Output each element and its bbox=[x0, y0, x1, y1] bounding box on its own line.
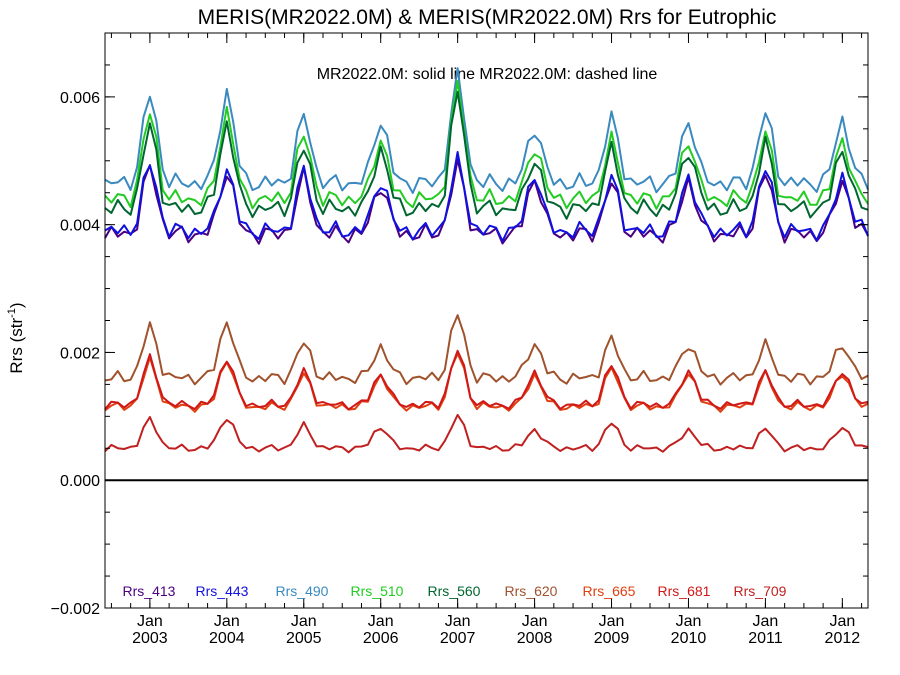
y-tick-label: 0.006 bbox=[60, 90, 100, 107]
y-tick-label: 0.002 bbox=[60, 345, 100, 362]
x-tick-label-month: Jan bbox=[368, 613, 394, 630]
plot-series-group bbox=[104, 67, 869, 454]
x-tick-label-month: Jan bbox=[676, 613, 702, 630]
x-tick-label-year: 2004 bbox=[209, 630, 245, 647]
x-axis: Jan2003Jan2004Jan2005Jan2006Jan2007Jan20… bbox=[110, 33, 863, 647]
series-line-rrs-510 bbox=[104, 80, 869, 210]
legend-item-rrs-620: Rrs_620 bbox=[505, 583, 558, 599]
x-tick-label-month: Jan bbox=[214, 613, 240, 630]
x-tick-label-month: Jan bbox=[522, 613, 548, 630]
legend: Rrs_413 Rrs_443 Rrs_490 Rrs_510 Rrs_560 Rrs_6… bbox=[123, 583, 787, 599]
y-tick-label: −0.002 bbox=[51, 601, 100, 618]
x-tick-label-month: Jan bbox=[753, 613, 779, 630]
legend-item-rrs-709: Rrs_709 bbox=[734, 583, 787, 599]
x-tick-label-year: 2005 bbox=[286, 630, 322, 647]
legend-item-rrs-443: Rrs_443 bbox=[196, 583, 249, 599]
x-tick-label-month: Jan bbox=[445, 613, 471, 630]
legend-item-rrs-560: Rrs_560 bbox=[428, 583, 481, 599]
y-tick-label: 0.004 bbox=[60, 218, 100, 235]
legend-item-rrs-413: Rrs_413 bbox=[123, 583, 176, 599]
legend-item-rrs-665: Rrs_665 bbox=[583, 583, 636, 599]
x-tick-label-year: 2003 bbox=[132, 630, 168, 647]
series-line-rrs-709 bbox=[104, 413, 869, 454]
x-tick-label-year: 2010 bbox=[671, 630, 707, 647]
series-line-rrs-560 bbox=[104, 90, 869, 220]
x-tick-label-year: 2011 bbox=[748, 630, 783, 647]
x-tick-label-year: 2007 bbox=[440, 630, 476, 647]
x-tick-label-month: Jan bbox=[599, 613, 625, 630]
y-axis-label: Rrs (str-1) bbox=[6, 302, 26, 373]
legend-item-rrs-490: Rrs_490 bbox=[276, 583, 329, 599]
series-line-rrs-490 bbox=[104, 67, 869, 194]
plot-frame bbox=[104, 32, 869, 609]
series-line-rrs-681 bbox=[104, 349, 869, 411]
chart-title: MERIS(MR2022.0M) & MERIS(MR2022.0M) Rrs … bbox=[198, 6, 777, 29]
x-tick-label-year: 2006 bbox=[363, 630, 399, 647]
chart-annotation: MR2022.0M: solid line MR2022.0M: dashed … bbox=[317, 66, 658, 83]
series-line-rrs-620 bbox=[104, 314, 869, 386]
y-tick-label: 0.000 bbox=[60, 473, 100, 490]
y-axis: −0.002 0.000 0.002 0.004 0.006 bbox=[51, 32, 868, 618]
x-tick-label-year: 2009 bbox=[594, 630, 630, 647]
legend-item-rrs-510: Rrs_510 bbox=[351, 583, 404, 599]
x-tick-label-month: Jan bbox=[137, 613, 163, 630]
x-tick-label-year: 2008 bbox=[517, 630, 553, 647]
x-tick-label-year: 2012 bbox=[825, 630, 861, 647]
x-tick-label-month: Jan bbox=[829, 613, 855, 630]
series-line-rrs-443 bbox=[104, 151, 869, 243]
legend-item-rrs-681: Rrs_681 bbox=[658, 583, 711, 599]
x-tick-label-month: Jan bbox=[291, 613, 317, 630]
